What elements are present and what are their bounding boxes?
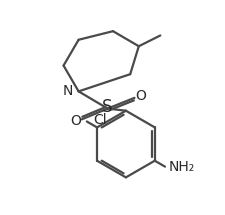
Text: O: O bbox=[70, 114, 81, 129]
Text: NH₂: NH₂ bbox=[168, 160, 194, 174]
Text: N: N bbox=[63, 84, 73, 98]
Text: O: O bbox=[135, 89, 145, 103]
Text: Cl: Cl bbox=[92, 113, 106, 127]
Text: S: S bbox=[102, 98, 112, 117]
